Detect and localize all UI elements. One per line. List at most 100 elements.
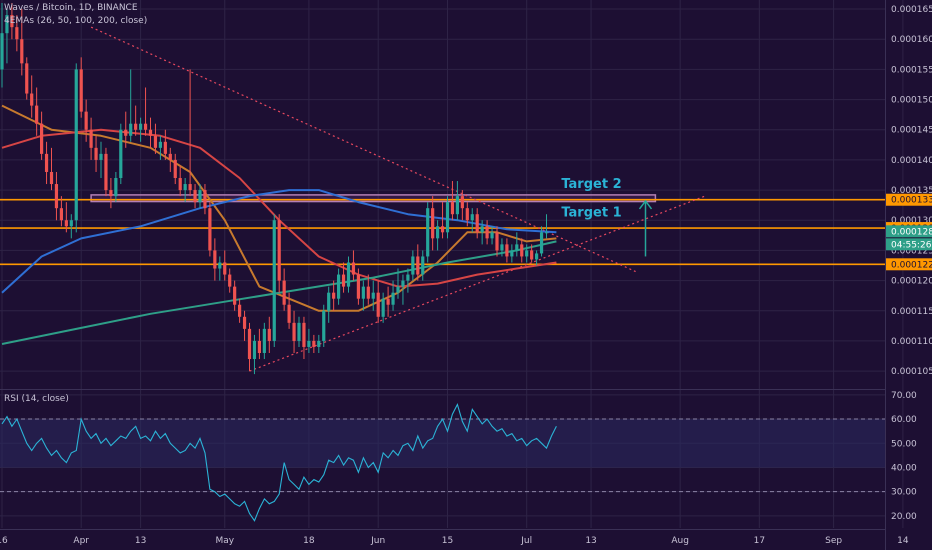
candle-body — [188, 184, 192, 191]
candle-body — [238, 304, 242, 317]
candle-body — [69, 220, 73, 227]
candle-body — [173, 159, 177, 179]
level-badge-bg — [886, 258, 932, 271]
time-tick-label: Jun — [370, 536, 385, 546]
time-tick-label: 13 — [135, 536, 146, 546]
candle-body — [292, 322, 296, 341]
candle-body — [20, 39, 24, 64]
candle-body — [139, 123, 143, 130]
candle-body — [431, 208, 435, 239]
candle-body — [267, 328, 271, 341]
symbol-title[interactable]: Waves / Bitcoin, 1D, BINANCE — [4, 3, 138, 13]
candle-body — [406, 274, 410, 281]
ema-indicator-legend[interactable]: 4EMAs (26, 50, 100, 200, close) — [4, 16, 148, 26]
candle-body — [94, 147, 98, 160]
candle-body — [307, 340, 311, 347]
candle-body — [535, 253, 539, 260]
target-labels[interactable]: Target 2 Target 1 — [561, 177, 621, 220]
candle-body — [0, 33, 4, 70]
candle-body — [129, 123, 133, 136]
candle-body — [54, 184, 59, 209]
candle-body — [252, 340, 257, 360]
time-tick-label: 15 — [442, 536, 453, 546]
rsi-axis[interactable]: 70.00 60.00 50.00 40.00 30.00 20.00 — [891, 391, 917, 522]
candle-body — [332, 292, 336, 299]
time-axis[interactable]: 16 Apr 13 May 18 Jun 15 Jul 13 Aug 17 Sep 14 — [0, 536, 909, 546]
current-price-badge-bg — [886, 225, 932, 238]
rsi-line — [1, 403, 557, 522]
target-label: Target 1 — [561, 205, 621, 220]
candle-body — [381, 298, 385, 317]
target-arrow-head — [638, 199, 653, 210]
rsi-tick-label: 20.00 — [891, 512, 917, 522]
candle-body — [391, 292, 395, 305]
candle-body — [153, 135, 158, 148]
candle-body — [421, 256, 425, 275]
candle-body — [218, 262, 222, 269]
candle-body — [257, 340, 261, 354]
ema50-line — [1, 128, 557, 288]
target-zone[interactable] — [90, 194, 657, 203]
candle-body — [15, 27, 19, 40]
candle-body — [520, 244, 524, 257]
ascending-support-line — [249, 195, 706, 372]
triangle-pattern-lines[interactable] — [90, 26, 706, 372]
candle-body — [445, 202, 450, 233]
candle-body — [525, 250, 529, 257]
candle-body — [371, 292, 375, 299]
candle-body — [148, 129, 153, 136]
candle-body — [168, 153, 172, 160]
candle-body — [262, 328, 266, 354]
candle-body — [426, 208, 430, 257]
candle-body — [505, 244, 509, 257]
candle-body — [346, 262, 351, 287]
candle-body — [99, 153, 103, 160]
candle-body — [223, 262, 227, 275]
candle-body — [228, 274, 232, 287]
candle-body — [396, 286, 400, 293]
candle-body — [104, 153, 108, 191]
candle-body — [5, 15, 9, 34]
time-tick-label: 14 — [897, 536, 909, 546]
candle-body — [242, 316, 247, 329]
time-tick-label: Sep — [825, 536, 842, 546]
candle-body — [183, 184, 187, 191]
candle-body — [327, 292, 331, 311]
rsi-tick-label: 60.00 — [891, 415, 917, 425]
candle-body — [203, 190, 207, 209]
candle-body — [297, 322, 301, 341]
candle-body — [317, 340, 321, 347]
candle-body — [337, 274, 341, 299]
rsi-indicator-legend[interactable]: RSI (14, close) — [4, 394, 69, 404]
candle-body — [480, 226, 484, 233]
countdown-badge: 04:55:26 — [891, 240, 932, 250]
candle-body — [143, 123, 148, 130]
target-label: Target 2 — [561, 177, 621, 192]
candle-body — [515, 244, 519, 251]
candle-body — [79, 69, 83, 112]
candle-body — [366, 286, 370, 299]
candle-body — [440, 226, 445, 233]
rsi-tick-label: 50.00 — [891, 439, 917, 449]
candle-body — [213, 250, 217, 269]
target-arrow[interactable] — [638, 199, 653, 257]
rsi-path — [1, 403, 557, 522]
time-tick-label: Jul — [520, 536, 532, 546]
candle-body — [460, 196, 464, 209]
candle-body — [475, 214, 479, 233]
time-tick-label: Apr — [73, 536, 89, 546]
price-badges: 0.00013340.00012870.00012270.000128004:5… — [886, 193, 932, 271]
ema200-line — [1, 240, 557, 345]
